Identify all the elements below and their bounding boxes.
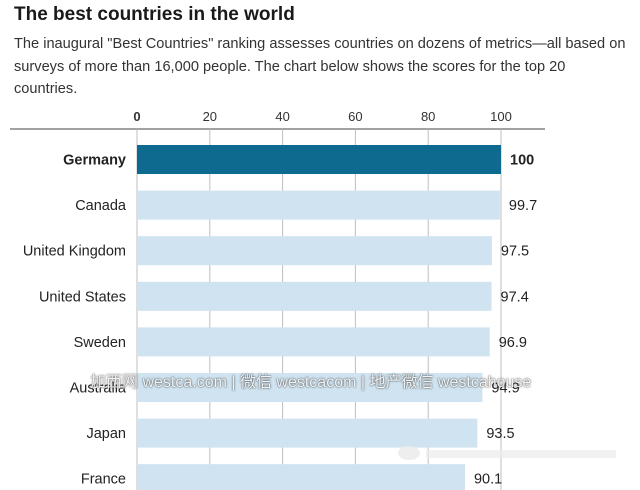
value-label: 97.4 [501,289,529,305]
value-label: 96.9 [499,335,527,351]
value-label: 94.9 [491,381,519,397]
watermark-bar [426,450,616,458]
value-label: 99.7 [509,198,537,214]
bar [137,464,465,490]
category-label: Canada [75,198,127,214]
category-label: United Kingdom [23,244,126,260]
x-tick-label: 0 [133,109,140,124]
bar [137,236,492,266]
bar [137,373,483,402]
category-label: Australia [70,381,127,397]
bar [137,327,490,357]
bar [137,281,492,311]
chart-subtitle: The inaugural "Best Countries" ranking a… [14,36,626,97]
bar [137,418,478,448]
bar [137,145,501,174]
bar [137,190,500,220]
value-label: 100 [510,153,534,169]
chart-title: The best countries in the world [14,4,295,25]
x-tick-label: 40 [275,109,289,124]
category-label: Japan [86,426,126,442]
x-tick-label: 60 [348,109,362,124]
category-label: Sweden [74,335,126,351]
value-label: 90.1 [474,472,502,488]
category-label: United States [39,289,126,305]
x-tick-label: 20 [203,109,217,124]
x-tick-label: 100 [490,109,512,124]
value-label: 93.5 [486,426,514,442]
category-label: Germany [63,153,126,169]
watermark-logo-icon [398,446,420,460]
value-label: 97.5 [501,244,529,260]
x-tick-label: 80 [421,109,435,124]
watermark-text: 加西网 westca.com | 微信 westcacom | 地产微信 wes… [90,374,532,391]
category-label: France [81,472,126,488]
